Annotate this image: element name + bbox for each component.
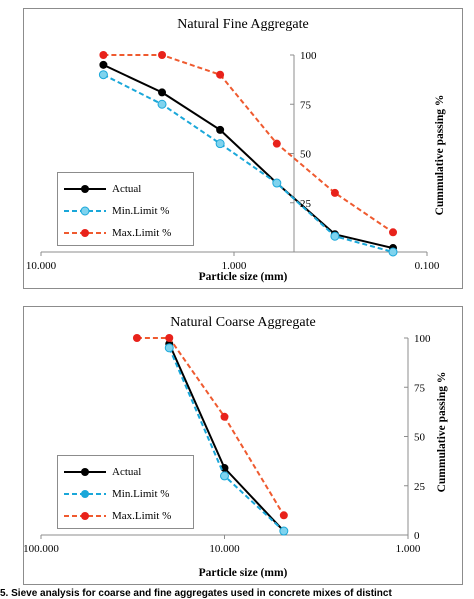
legend-item-min-limit: Min.Limit % xyxy=(62,203,190,221)
chart-title: Natural Coarse Aggregate xyxy=(170,315,316,330)
data-point xyxy=(216,70,225,79)
y-tick-label: 0 xyxy=(414,530,420,542)
data-point xyxy=(158,88,167,97)
legend-swatch-actual xyxy=(64,468,106,476)
data-point xyxy=(157,99,167,109)
legend-item-actual: Actual xyxy=(62,464,190,482)
data-point xyxy=(220,471,229,481)
data-point xyxy=(388,247,398,257)
y-axis-label: Cummulative passing % xyxy=(434,94,446,216)
y-tick-label: 25 xyxy=(300,198,312,210)
data-point xyxy=(330,231,340,241)
legend-swatch-max-limit xyxy=(64,512,106,520)
legend: Actual Min.Limit % Max.Limit % xyxy=(57,172,194,246)
data-point xyxy=(220,464,229,473)
series-line xyxy=(103,54,394,234)
legend-swatch-actual xyxy=(64,185,106,193)
legend-swatch-min-limit xyxy=(64,206,106,216)
data-point xyxy=(99,51,108,59)
data-point xyxy=(389,228,398,237)
data-point xyxy=(220,412,229,421)
coarse-aggregate-chart: Natural Coarse Aggregate 100.000 10.000 1.… xyxy=(23,306,463,585)
fine-aggregate-chart: Natural Fine Aggregate 10.000 1.000 0.100 2… xyxy=(23,8,463,289)
series-line xyxy=(102,73,394,253)
data-point xyxy=(165,334,174,342)
legend-label: Min.Limit % xyxy=(112,488,170,500)
y-tick-label: 25 xyxy=(414,481,426,493)
figure-caption: 5. Sieve analysis for coarse and fine ag… xyxy=(0,588,392,599)
data-point xyxy=(99,60,108,69)
legend-item-max-limit: Max.Limit % xyxy=(62,225,190,243)
legend: Actual Min.Limit % Max.Limit % xyxy=(57,455,194,529)
legend-label: Max.Limit % xyxy=(112,510,172,522)
legend-swatch-min-limit xyxy=(64,490,106,498)
x-axis-label: Particle size (mm) xyxy=(198,567,288,579)
data-point xyxy=(164,343,174,353)
x-tick-label: 10.000 xyxy=(209,543,240,555)
data-point xyxy=(272,139,281,148)
legend-label: Actual xyxy=(112,466,142,478)
y-tick-label: 100 xyxy=(300,50,317,62)
legend-item-min-limit: Min.Limit % xyxy=(62,486,190,504)
series-line xyxy=(136,337,285,516)
data-point xyxy=(216,125,225,134)
data-point xyxy=(215,139,225,149)
y-axis-label: Cummulative passing % xyxy=(436,371,448,493)
x-tick-label: 100.000 xyxy=(23,543,59,555)
y-tick-label: 50 xyxy=(300,149,312,161)
x-axis-label: Particle size (mm) xyxy=(198,271,288,283)
x-tick-label: 1.000 xyxy=(222,260,247,272)
data-point xyxy=(279,511,288,520)
legend-item-actual: Actual xyxy=(62,181,190,199)
data-point xyxy=(272,178,282,188)
y-tick-label: 75 xyxy=(414,382,426,394)
y-tick-label: 75 xyxy=(300,99,312,111)
data-point xyxy=(98,70,108,80)
x-tick-label: 10.000 xyxy=(26,260,57,272)
fine-aggregate-plot: 10.000 1.000 0.100 25 50 75 100 xyxy=(26,50,440,272)
legend-swatch-max-limit xyxy=(64,229,106,237)
series-line xyxy=(102,63,394,250)
chart-title: Natural Fine Aggregate xyxy=(177,17,309,32)
legend-label: Max.Limit % xyxy=(112,227,172,239)
legend-label: Min.Limit % xyxy=(112,205,170,217)
data-point xyxy=(158,51,167,59)
y-tick-label: 100 xyxy=(414,333,431,345)
x-tick-label: 1.000 xyxy=(396,543,421,555)
x-tick-label: 0.100 xyxy=(415,260,440,272)
legend-item-max-limit: Max.Limit % xyxy=(62,508,190,526)
data-point xyxy=(279,526,289,536)
legend-label: Actual xyxy=(112,183,142,195)
data-point xyxy=(330,188,339,197)
data-point xyxy=(132,334,141,342)
y-tick-label: 50 xyxy=(414,432,426,444)
